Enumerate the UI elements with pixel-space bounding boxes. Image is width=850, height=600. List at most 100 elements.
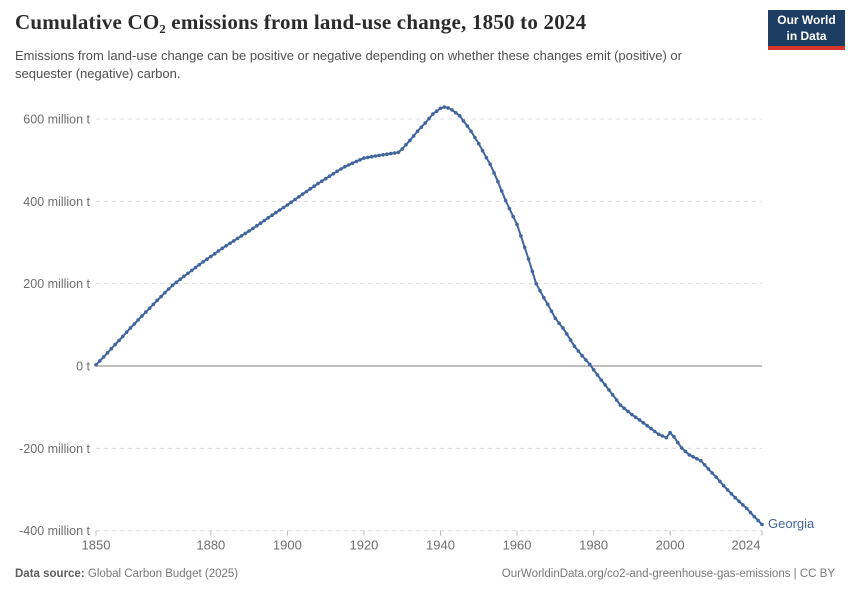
data-point-marker[interactable] (350, 161, 355, 165)
data-point-marker[interactable] (163, 290, 167, 295)
data-point-marker[interactable] (285, 203, 290, 207)
data-point-marker[interactable] (588, 362, 592, 367)
data-point-marker[interactable] (209, 254, 213, 259)
data-point-marker[interactable] (316, 181, 320, 186)
data-point-marker[interactable] (576, 349, 581, 353)
series-label-georgia[interactable]: Georgia (768, 516, 815, 532)
data-point-marker[interactable] (94, 363, 98, 367)
data-point-marker[interactable] (706, 467, 711, 471)
data-point-marker[interactable] (415, 129, 420, 134)
data-point-marker[interactable] (645, 423, 649, 428)
data-point-marker[interactable] (166, 287, 171, 291)
data-point-marker[interactable] (737, 499, 741, 504)
data-point-marker[interactable] (656, 432, 661, 437)
data-point-marker[interactable] (691, 455, 695, 459)
data-point-marker[interactable] (216, 249, 221, 253)
data-point-marker[interactable] (450, 108, 454, 112)
data-point-marker[interactable] (343, 165, 347, 169)
data-point-marker[interactable] (511, 214, 515, 219)
data-point-marker[interactable] (503, 198, 508, 203)
data-point-marker[interactable] (599, 378, 603, 382)
data-point-marker[interactable] (320, 179, 324, 183)
data-point-marker[interactable] (480, 148, 485, 153)
data-point-marker[interactable] (254, 224, 259, 228)
data-point-marker[interactable] (469, 129, 473, 134)
data-point-marker[interactable] (105, 351, 110, 355)
data-point-marker[interactable] (752, 514, 757, 519)
data-point-marker[interactable] (473, 135, 477, 140)
data-point-marker[interactable] (117, 338, 121, 343)
data-point-marker[interactable] (653, 429, 657, 434)
data-point-marker[interactable] (140, 314, 144, 318)
data-point-marker[interactable] (687, 453, 692, 457)
data-point-marker[interactable] (174, 280, 179, 285)
data-point-marker[interactable] (760, 522, 764, 527)
data-point-marker[interactable] (603, 383, 607, 387)
data-point-marker[interactable] (637, 418, 642, 422)
data-point-marker[interactable] (182, 274, 186, 279)
data-point-marker[interactable] (526, 257, 531, 261)
data-point-marker[interactable] (354, 159, 359, 164)
data-point-marker[interactable] (381, 153, 385, 157)
data-point-marker[interactable] (109, 346, 114, 351)
data-point-marker[interactable] (121, 334, 125, 339)
data-point-marker[interactable] (247, 229, 251, 233)
data-point-marker[interactable] (633, 415, 638, 420)
data-point-marker[interactable] (281, 205, 286, 210)
data-point-marker[interactable] (744, 506, 749, 511)
data-point-marker[interactable] (423, 121, 428, 125)
owid-logo[interactable]: Our World in Data (768, 10, 845, 50)
data-point-marker[interactable] (557, 321, 561, 326)
data-point-marker[interactable] (572, 344, 577, 349)
data-point-marker[interactable] (672, 435, 676, 439)
data-point-marker[interactable] (626, 409, 630, 414)
data-point-marker[interactable] (220, 246, 225, 251)
data-point-marker[interactable] (377, 153, 382, 158)
data-point-marker[interactable] (427, 116, 431, 121)
data-point-marker[interactable] (366, 155, 370, 160)
data-point-marker[interactable] (630, 412, 634, 417)
data-point-marker[interactable] (373, 154, 378, 158)
data-point-marker[interactable] (323, 176, 328, 181)
data-point-marker[interactable] (595, 373, 600, 377)
attribution-link[interactable]: OurWorldinData.org/co2-and-greenhouse-ga… (501, 568, 835, 580)
data-point-marker[interactable] (484, 155, 489, 160)
data-point-marker[interactable] (411, 134, 416, 138)
data-point-marker[interactable] (235, 236, 240, 241)
data-point-marker[interactable] (488, 162, 493, 167)
data-point-marker[interactable] (101, 355, 106, 359)
data-point-marker[interactable] (408, 138, 412, 143)
data-point-marker[interactable] (293, 197, 297, 202)
data-point-marker[interactable] (385, 152, 389, 156)
data-point-marker[interactable] (618, 403, 623, 407)
data-point-marker[interactable] (721, 483, 726, 488)
data-point-marker[interactable] (729, 492, 734, 496)
data-point-marker[interactable] (561, 326, 565, 330)
data-point-marker[interactable] (228, 241, 232, 246)
data-point-marker[interactable] (186, 271, 190, 276)
data-point-marker[interactable] (676, 440, 680, 445)
data-point-marker[interactable] (400, 147, 405, 151)
data-point-marker[interactable] (98, 359, 102, 363)
data-point-marker[interactable] (515, 222, 519, 227)
data-point-marker[interactable] (438, 106, 443, 111)
data-point-marker[interactable] (151, 302, 156, 307)
data-point-marker[interactable] (465, 124, 470, 128)
data-point-marker[interactable] (270, 213, 274, 217)
data-point-marker[interactable] (534, 281, 538, 286)
data-point-marker[interactable] (193, 265, 198, 270)
georgia-series-line[interactable] (95, 106, 763, 526)
data-point-marker[interactable] (392, 151, 397, 155)
data-point-marker[interactable] (212, 252, 217, 256)
data-point-marker[interactable] (297, 195, 301, 199)
data-point-marker[interactable] (251, 226, 255, 231)
data-point-marker[interactable] (549, 309, 554, 314)
data-point-marker[interactable] (170, 283, 175, 288)
data-point-marker[interactable] (614, 398, 619, 402)
data-point-marker[interactable] (419, 125, 424, 129)
data-point-marker[interactable] (664, 435, 669, 440)
data-point-marker[interactable] (741, 503, 745, 507)
data-point-marker[interactable] (756, 518, 760, 523)
data-point-marker[interactable] (542, 295, 546, 300)
data-point-marker[interactable] (266, 216, 271, 220)
